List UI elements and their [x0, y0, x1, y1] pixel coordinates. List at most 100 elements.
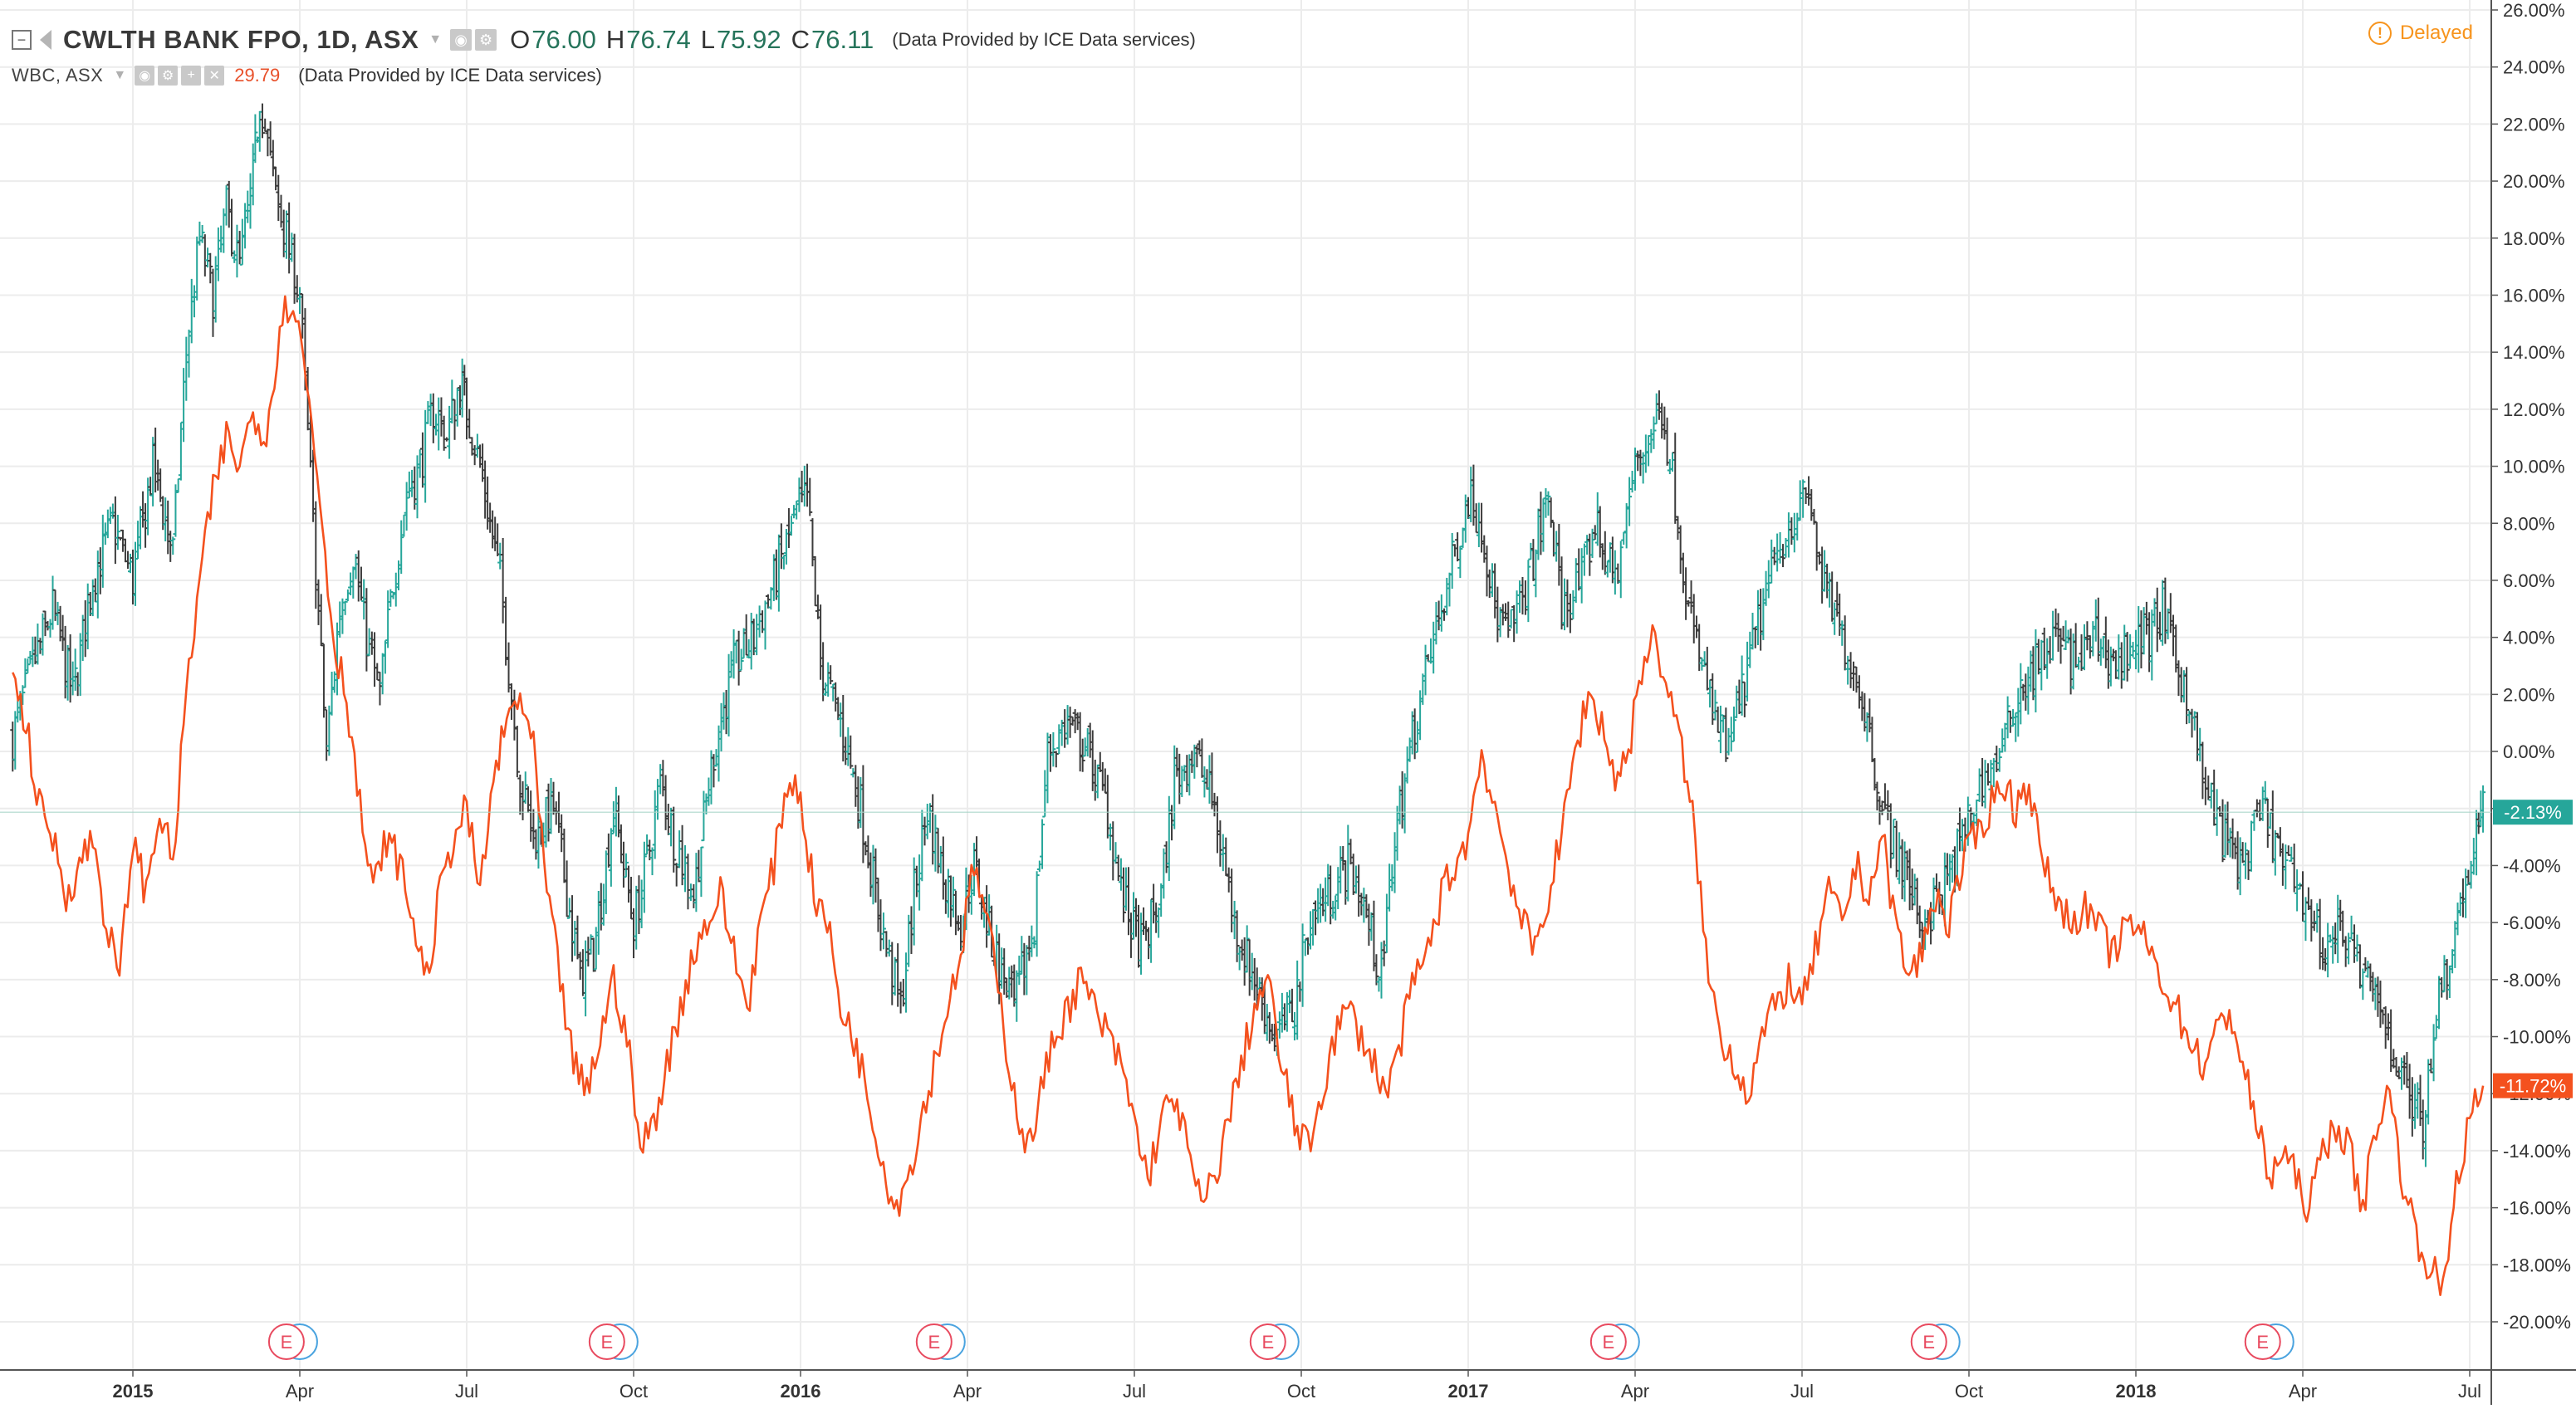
price-axis[interactable]: 26.00% 24.00% 22.00% 20.00% 18.00% 16.00% 14.0… [2490, 0, 2571, 1405]
x-tick-label: Jul [455, 1381, 478, 1402]
earnings-marker-label: E [2256, 1332, 2269, 1353]
chevron-down-icon[interactable]: ▼ [429, 32, 443, 46]
y-tick-label: 20.00% [2503, 171, 2565, 192]
x-tick-label: Apr [2289, 1381, 2317, 1402]
high-key: H [605, 25, 625, 54]
x-tick-label: 2016 [781, 1381, 821, 1402]
cba-ohlc-bar [1780, 544, 1786, 568]
gear-icon[interactable]: ⚙ [475, 29, 497, 51]
compare-eye-icon[interactable]: ◉ [135, 66, 155, 86]
time-axis[interactable]: 2015 Apr Jul Oct 2016 Apr Jul Oct 2017 Apr Jul Oct 2… [0, 1369, 2576, 1402]
cba-ohlc-bar [2283, 844, 2289, 890]
earnings-marker-icon[interactable]: E [1910, 1323, 1961, 1360]
x-tick-label: Jul [1123, 1381, 1146, 1402]
flag-icon[interactable] [40, 30, 51, 50]
cba-ohlc-bar [25, 658, 31, 673]
cba-ohlc-bar [1800, 479, 1806, 518]
cba-ohlc-bar [950, 876, 956, 918]
cba-ohlc-bar [1040, 819, 1046, 869]
cba-ohlc-bar [252, 114, 258, 164]
x-tick-label: Jul [1790, 1381, 1814, 1402]
cba-ohlc-bar [1300, 923, 1305, 1007]
cba-ohlc-bar [738, 648, 744, 672]
earnings-marker-icon[interactable]: E [267, 1323, 318, 1360]
cba-ohlc-bar [1244, 925, 1250, 973]
earnings-marker-icon[interactable]: E [1249, 1323, 1300, 1360]
y-tick-label: -6.00% [2503, 912, 2561, 933]
cba-ohlc-bar [1034, 871, 1040, 957]
cba-bars [10, 103, 2486, 1167]
x-tick-label: Oct [620, 1381, 648, 1402]
cba-ohlc-bar [2243, 842, 2249, 879]
cba-ohlc-bar [828, 665, 834, 685]
y-tick-label: 14.00% [2503, 342, 2565, 363]
cba-ohlc-bar [199, 225, 205, 243]
compare-chevron-down-icon[interactable]: ▼ [113, 68, 127, 82]
compare-data-provider: (Data Provided by ICE Data services) [298, 65, 602, 86]
plus-icon[interactable]: + [181, 66, 202, 86]
x-tick-label: 2015 [113, 1381, 154, 1402]
cba-ohlc-bar [385, 590, 391, 648]
compare-value: 29.79 [234, 65, 281, 86]
last-value-labels: -2.13% -11.72% [0, 800, 2573, 1098]
cba-ohlc-bar [2360, 968, 2366, 1000]
earnings-marker-ring [1910, 1323, 1947, 1360]
cba-ohlc-bar [1996, 748, 2002, 772]
x-tick-label: 2017 [1448, 1381, 1489, 1402]
x-tick-label: Oct [1287, 1381, 1315, 1402]
close-value: 76.11 [811, 25, 874, 54]
cba-ohlc-bar [1651, 416, 1657, 449]
high-value: 76.74 [626, 25, 691, 54]
delayed-badge[interactable]: ! Delayed [2368, 22, 2473, 45]
cba-ohlc-bar [1723, 707, 1729, 762]
earnings-marker-icon[interactable]: E [588, 1323, 639, 1360]
cba-ohlc-bar [2463, 868, 2469, 918]
cba-ohlc-bar [1374, 954, 1379, 986]
cba-ohlc-bar [2346, 932, 2352, 965]
compare-gear-icon[interactable]: ⚙ [158, 66, 179, 86]
earnings-marker-label: E [1922, 1332, 1935, 1353]
y-tick-label: 26.00% [2503, 0, 2565, 21]
y-tick-label: 4.00% [2503, 628, 2554, 648]
cba-ohlc-bar [1449, 533, 1455, 590]
cba-ohlc-bar [1891, 818, 1897, 859]
open-key: O [510, 25, 531, 54]
earnings-marker-icon[interactable]: E [2244, 1323, 2294, 1360]
x-tick-label: Apr [286, 1381, 314, 1402]
eye-icon[interactable]: ◉ [450, 29, 473, 51]
cba-ohlc-bar [711, 754, 717, 788]
cba-ohlc-bar [1120, 867, 1126, 923]
close-icon[interactable]: ✕ [204, 66, 225, 86]
cba-ohlc-bar [788, 516, 794, 536]
cba-ohlc-bar [698, 846, 704, 898]
cba-ohlc-bar [2481, 785, 2486, 833]
y-tick-label: 10.00% [2503, 457, 2565, 477]
y-tick-label: -18.00% [2503, 1255, 2571, 1275]
cba-ohlc-bar [2262, 780, 2268, 805]
cba-last-value-label-bg [2493, 800, 2573, 825]
wbc-last-value-label: -11.72% [2500, 1076, 2566, 1097]
cba-ohlc-bar [736, 630, 742, 686]
cba-ohlc-bar [904, 952, 909, 1013]
cba-ohlc-bar [22, 658, 28, 688]
compare-symbol-title[interactable]: WBC, ASX [12, 65, 104, 86]
collapse-icon[interactable]: − [12, 30, 32, 50]
earnings-marker-icon[interactable]: E [915, 1323, 966, 1360]
compare-series-legend: WBC, ASX ▼ ◉ ⚙ + ✕ 29.79 (Data Provided … [12, 60, 602, 91]
cba-ohlc-bar [1874, 781, 1880, 811]
cba-last-value-label: -2.13% [2504, 802, 2562, 823]
cba-ohlc-bar [1731, 706, 1736, 742]
cba-ohlc-bar [170, 536, 176, 555]
earnings-marker-icon[interactable]: E [1589, 1323, 1640, 1360]
cba-ohlc-bar [641, 841, 647, 913]
y-tick-label: 6.00% [2503, 570, 2554, 591]
cba-ohlc-bar [1548, 497, 1554, 528]
earnings-marker-ring [2244, 1323, 2281, 1360]
earnings-marker-ring [1249, 1323, 1286, 1360]
y-tick-label: -8.00% [2503, 970, 2561, 991]
y-tick-label: -4.00% [2503, 855, 2561, 876]
main-symbol-title[interactable]: CWLTH BANK FPO, 1D, ASX [63, 25, 419, 54]
